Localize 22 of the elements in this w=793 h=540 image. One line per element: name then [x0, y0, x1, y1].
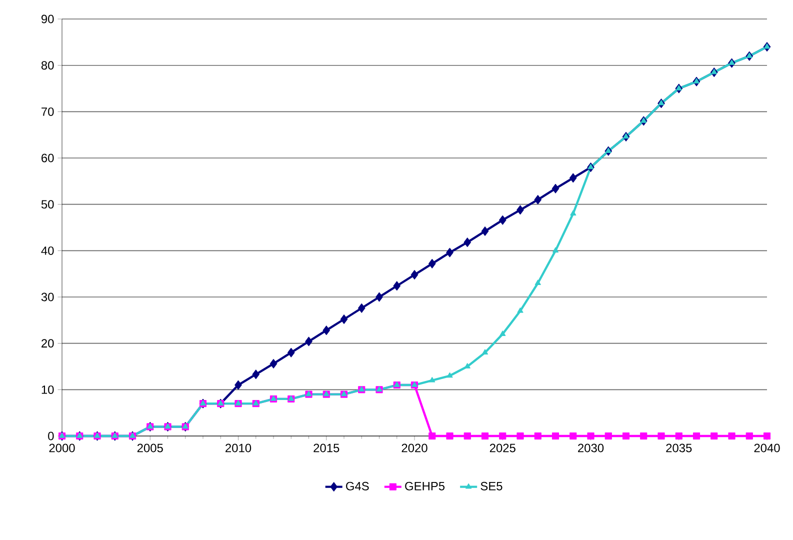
x-tick-label: 2020 [402, 444, 428, 452]
y-tick-label: 50 [41, 200, 54, 209]
y-tick-label: 40 [41, 246, 54, 255]
y-tick-label: 90 [41, 14, 54, 24]
y-tick-label: 70 [42, 107, 54, 116]
legend-label: G4S [346, 482, 369, 490]
y-tick-label: 20 [42, 339, 54, 348]
y-tick-label: 10 [42, 385, 54, 394]
y-tick-label: 80 [41, 61, 54, 70]
x-tick-label: 2030 [578, 444, 604, 452]
y-tick-label: 0 [48, 432, 54, 440]
y-tick-label: 60 [42, 154, 54, 162]
y-tick-label: 30 [41, 292, 54, 302]
x-tick-label: 2000 [49, 444, 75, 452]
x-tick-label: 2035 [666, 444, 692, 452]
legend-label: GEHP5 [405, 482, 445, 490]
x-tick-label: 2040 [754, 444, 780, 452]
legend-label: SE5 [480, 482, 502, 490]
x-tick-label: 2015 [314, 444, 340, 452]
x-tick-label: 2010 [226, 444, 252, 452]
x-tick-label: 2005 [137, 444, 163, 452]
x-tick-label: 2025 [490, 444, 516, 452]
